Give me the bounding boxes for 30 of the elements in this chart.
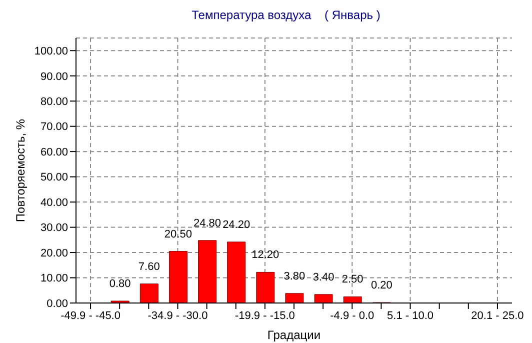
y-tick-label: 60.00 (40, 146, 68, 158)
y-tick-label: 20.00 (40, 247, 68, 260)
data-label: 20.50 (164, 228, 192, 240)
data-label: 24.20 (222, 218, 250, 231)
x-tick-label: -19.9 - -15.0 (234, 310, 295, 322)
x-axis-title: Градации (267, 328, 321, 342)
y-tick-label: 70.00 (40, 121, 68, 134)
y-tick-label: 90.00 (40, 70, 68, 83)
y-tick-label: 30.00 (40, 222, 68, 234)
data-label: 3.80 (284, 270, 306, 282)
data-label: 12.20 (252, 249, 280, 262)
data-label: 0.20 (370, 279, 392, 292)
x-tick-label: 5.1 - 10.0 (387, 310, 434, 322)
y-tick-label: 80.00 (40, 96, 68, 108)
data-label: 0.80 (109, 278, 131, 290)
data-label: 24.80 (194, 217, 222, 230)
data-label: 7.60 (138, 260, 160, 273)
x-tick-label: -4.9 - 0.0 (330, 310, 374, 322)
y-tick-label: 0.00 (46, 298, 68, 310)
data-label: 3.40 (312, 271, 334, 284)
x-tick-label: -49.9 - -45.0 (60, 310, 120, 322)
chart-title: Температура воздуха ( Январь ) (190, 8, 382, 24)
x-tick-label: -34.9 - -30.0 (148, 310, 208, 322)
y-tick-label: 50.00 (40, 172, 68, 184)
y-tick-label: 10.00 (40, 272, 68, 285)
y-tick-label: 100.00 (34, 46, 68, 58)
y-tick-label: 40.00 (40, 196, 68, 209)
y-axis-title: Повторяемость, % (13, 118, 28, 222)
data-label: 2.50 (342, 274, 364, 286)
x-tick-label: 20.1 - 25.0 (471, 310, 524, 322)
